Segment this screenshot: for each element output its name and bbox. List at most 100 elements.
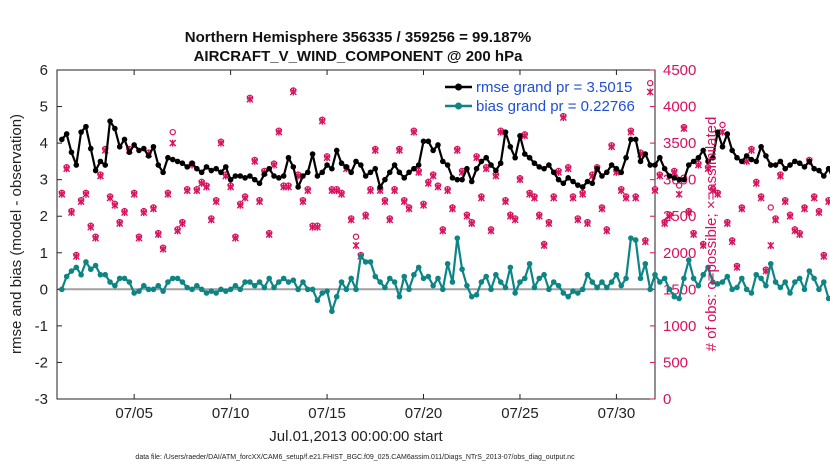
bias-point	[536, 275, 543, 282]
obs-assimilated-marker	[236, 201, 244, 209]
bias-point	[131, 290, 137, 296]
obs-assimilated-marker	[410, 128, 418, 136]
obs-assimilated-marker	[733, 263, 741, 271]
rmse-point	[796, 160, 803, 167]
obs-assimilated-marker	[603, 227, 611, 235]
obs-assimilated-marker	[714, 190, 722, 198]
bias-point	[242, 279, 248, 285]
rmse-point	[642, 151, 649, 157]
rmse-point	[406, 169, 412, 176]
obs-assimilated-marker	[434, 183, 442, 191]
bias-point	[440, 286, 446, 293]
rmse-point	[594, 165, 600, 172]
bias-point	[338, 279, 345, 285]
y-right-tick-label: 1000	[663, 318, 696, 335]
y-right-tick-label: 3500	[663, 135, 696, 152]
bias-point	[160, 288, 166, 294]
y-left-tick-label: 0	[40, 281, 48, 298]
rmse-point	[628, 136, 634, 143]
bias-point	[189, 286, 195, 293]
bias-point	[290, 277, 297, 283]
bias-point	[700, 271, 707, 278]
bias-point	[420, 275, 427, 282]
bias-point	[116, 275, 123, 282]
obs-assimilated-marker	[569, 194, 577, 202]
rmse-point	[266, 165, 272, 172]
obs-assimilated-marker	[781, 198, 789, 206]
bias-point	[787, 290, 793, 296]
legend-rmse-marker	[455, 83, 462, 91]
bias-point	[353, 286, 359, 293]
rmse-point	[169, 156, 176, 163]
obs-assimilated-marker	[164, 190, 172, 198]
rmse-point	[73, 162, 80, 168]
obs-assimilated-marker	[140, 209, 148, 217]
bias-point	[579, 286, 586, 293]
obs-assimilated-marker	[767, 241, 775, 249]
obs-assimilated-marker	[159, 245, 167, 253]
rmse-point	[608, 162, 615, 168]
rmse-point	[314, 173, 321, 179]
rmse-point	[719, 143, 726, 150]
bias-point	[521, 275, 528, 282]
obs-assimilated-marker	[511, 216, 519, 224]
rmse-point	[136, 147, 142, 154]
obs-assimilated-marker	[77, 198, 85, 206]
obs-assimilated-marker	[362, 212, 370, 220]
bias-point	[478, 279, 485, 285]
rmse-series	[59, 118, 830, 190]
obs-assimilated-marker	[178, 220, 186, 228]
obs-assimilated-marker	[608, 143, 616, 151]
bias-point	[623, 275, 629, 282]
obs-possible-marker	[169, 128, 176, 136]
obs-assimilated-marker	[535, 212, 543, 220]
rmse-point	[141, 145, 147, 152]
y-right-tick-label: 500	[663, 354, 688, 371]
bias-point	[112, 282, 118, 289]
rmse-point	[382, 176, 388, 183]
bias-point	[719, 279, 726, 285]
bias-point	[782, 279, 789, 285]
rmse-point	[411, 165, 417, 172]
rmse-point	[348, 169, 354, 176]
bias-point	[348, 275, 354, 282]
bias-point	[358, 253, 364, 260]
rmse-point	[174, 158, 181, 165]
obs-assimilated-marker	[135, 234, 143, 242]
obs-assimilated-marker	[492, 172, 500, 180]
bias-point	[468, 293, 475, 300]
rmse-point	[710, 154, 716, 161]
obs-assimilated-marker	[67, 209, 75, 217]
rmse-point	[324, 162, 330, 168]
obs-assimilated-marker	[690, 231, 698, 238]
bias-point	[584, 271, 591, 278]
bias-point	[473, 292, 480, 298]
obs-assimilated-marker	[246, 95, 254, 103]
rmse-point	[333, 147, 340, 154]
rmse-point	[309, 151, 316, 157]
rmse-point	[145, 153, 152, 159]
rmse-point	[700, 147, 707, 154]
obs-assimilated-marker	[174, 227, 182, 235]
bias-point	[714, 281, 721, 287]
bias-point	[227, 286, 234, 293]
rmse-point	[546, 162, 552, 168]
y-left-tick-label: -2	[35, 354, 48, 371]
bias-point	[280, 275, 287, 282]
obs-assimilated-marker	[212, 198, 220, 206]
bias-point	[435, 275, 441, 282]
obs-assimilated-marker	[130, 190, 138, 198]
bias-point	[324, 288, 330, 294]
bias-point	[632, 237, 639, 243]
obs-assimilated-marker	[661, 220, 669, 228]
bias-point	[319, 290, 326, 296]
bias-point	[367, 259, 374, 265]
rmse-point	[285, 154, 292, 161]
rmse-point	[401, 175, 408, 181]
obs-assimilated-marker	[304, 187, 312, 195]
obs-assimilated-marker	[583, 220, 591, 228]
rmse-point	[536, 164, 543, 170]
rmse-point	[541, 165, 547, 172]
obs-assimilated-marker	[530, 194, 538, 202]
rmse-point	[454, 176, 461, 183]
